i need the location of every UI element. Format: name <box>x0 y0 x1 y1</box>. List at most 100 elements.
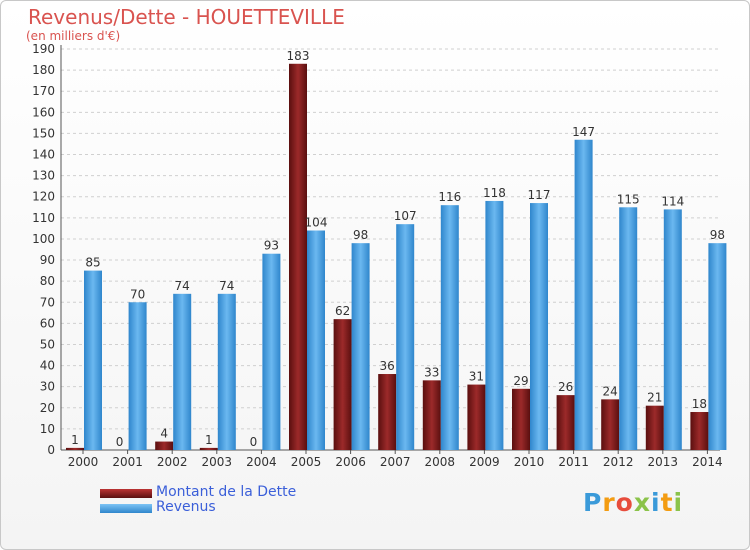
y-tick-label: 140 <box>32 148 55 162</box>
bar-revenue <box>663 209 682 450</box>
data-label-debt: 31 <box>469 370 484 384</box>
data-label-revenue: 115 <box>617 192 640 206</box>
data-label-debt: 0 <box>116 435 124 449</box>
y-tick-label: 160 <box>32 105 55 119</box>
x-tick-label: 2012 <box>603 455 634 469</box>
data-label-revenue: 70 <box>130 287 145 301</box>
bar-revenue <box>351 243 370 450</box>
logo-letter: t <box>660 488 674 517</box>
y-tick-label: 60 <box>40 316 55 330</box>
bar-revenue <box>619 207 638 450</box>
bar-debt <box>333 319 352 450</box>
x-tick-label: 2000 <box>68 455 99 469</box>
y-tick-label: 110 <box>32 211 55 225</box>
legend-label-debt: Montant de la Dette <box>156 484 297 500</box>
data-label-debt: 18 <box>692 397 707 411</box>
data-label-revenue: 104 <box>305 216 328 230</box>
bar-revenue <box>440 205 459 450</box>
bar-debt <box>422 380 441 450</box>
bar-revenue <box>217 293 236 450</box>
bar-debt <box>289 63 307 451</box>
logo-letter: o <box>615 488 634 517</box>
data-label-debt: 26 <box>558 380 573 394</box>
bar-revenue <box>485 200 504 450</box>
bar-revenue <box>128 302 147 450</box>
data-label-debt: 4 <box>160 427 168 441</box>
logo-letter: i <box>673 488 684 517</box>
x-tick-label: 2006 <box>335 455 366 469</box>
data-label-revenue: 74 <box>219 279 234 293</box>
y-tick-label: 40 <box>40 359 55 373</box>
bar-debt <box>601 399 620 450</box>
y-tick-label: 20 <box>40 401 55 415</box>
data-label-revenue: 74 <box>175 279 190 293</box>
data-label-debt: 62 <box>335 304 350 318</box>
data-label-revenue: 107 <box>394 209 417 223</box>
data-label-debt: 1 <box>71 433 79 447</box>
x-tick-label: 2003 <box>202 455 233 469</box>
bar-revenue <box>84 270 102 450</box>
y-tick-label: 10 <box>40 422 55 436</box>
data-label-debt: 29 <box>513 374 528 388</box>
x-tick-label: 2008 <box>425 455 456 469</box>
bar-revenue <box>262 253 281 450</box>
data-label-revenue: 118 <box>483 186 506 200</box>
bar-debt <box>556 395 575 450</box>
data-label-revenue: 98 <box>710 228 725 242</box>
y-tick-label: 170 <box>32 84 55 98</box>
x-tick-label: 2004 <box>246 455 277 469</box>
data-label-debt: 1 <box>205 433 213 447</box>
x-tick-label: 2010 <box>514 455 545 469</box>
data-label-revenue: 117 <box>528 188 551 202</box>
x-tick-label: 2014 <box>692 455 723 469</box>
x-tick-label: 2011 <box>558 455 589 469</box>
bar-debt <box>645 405 664 450</box>
y-tick-label: 190 <box>32 42 55 56</box>
bar-revenue <box>530 203 548 450</box>
chart-title: Revenus/Dette - HOUETTEVILLE <box>28 5 345 29</box>
data-label-revenue: 116 <box>438 190 461 204</box>
logo-letter: r <box>602 488 616 517</box>
data-label-revenue: 114 <box>661 194 684 208</box>
bar-debt <box>66 447 84 450</box>
bar-revenue <box>396 224 415 450</box>
x-tick-label: 2009 <box>469 455 500 469</box>
chart-subtitle: (en milliers d'€) <box>26 29 121 43</box>
data-label-revenue: 93 <box>264 239 279 253</box>
y-tick-label: 150 <box>32 126 55 140</box>
y-tick-label: 50 <box>40 337 55 351</box>
x-tick-label: 2002 <box>157 455 188 469</box>
bar-debt <box>690 412 709 450</box>
logo-letter: x <box>633 488 651 517</box>
bar-debt <box>155 441 174 450</box>
y-tick-label: 90 <box>40 253 55 267</box>
proxiti-logo: Proxiti <box>583 488 683 517</box>
data-label-debt: 0 <box>250 435 258 449</box>
x-tick-label: 2005 <box>291 455 322 469</box>
data-label-revenue: 147 <box>572 125 595 139</box>
legend-label-revenue: Revenus <box>156 499 216 515</box>
y-tick-label: 30 <box>40 380 55 394</box>
bar-revenue <box>173 293 192 450</box>
bar-debt <box>467 384 486 450</box>
legend-swatch-debt <box>100 489 152 498</box>
y-tick-label: 120 <box>32 190 55 204</box>
y-tick-label: 0 <box>47 443 55 457</box>
y-tick-label: 100 <box>32 232 55 246</box>
y-tick-label: 130 <box>32 169 55 183</box>
bar-revenue <box>574 139 593 450</box>
bar-debt <box>199 447 218 450</box>
x-tick-label: 2013 <box>648 455 679 469</box>
data-label-debt: 24 <box>603 384 618 398</box>
bar-revenue <box>307 230 325 450</box>
bar-debt <box>378 374 397 450</box>
data-label-debt: 21 <box>647 391 662 405</box>
logo-letter: i <box>651 488 661 517</box>
data-label-revenue: 85 <box>85 256 100 270</box>
x-tick-label: 2001 <box>112 455 143 469</box>
legend-swatch-revenue <box>100 504 152 513</box>
y-tick-label: 80 <box>40 274 55 288</box>
data-label-revenue: 98 <box>353 228 368 242</box>
data-label-debt: 33 <box>424 365 439 379</box>
